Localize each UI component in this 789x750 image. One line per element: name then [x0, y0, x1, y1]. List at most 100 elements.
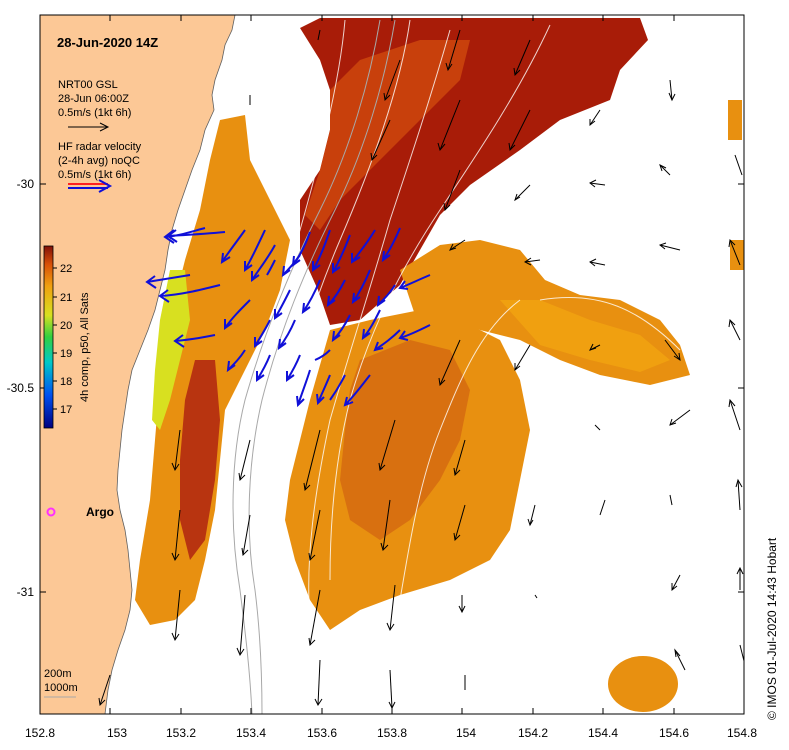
model-legend-arrowhead [99, 122, 110, 132]
model-vector [308, 509, 321, 562]
model-vector [514, 184, 531, 202]
argo-marker [46, 507, 56, 517]
model-vector [508, 109, 531, 152]
model-vector [669, 494, 673, 506]
x-tick-labels: 152.8 153 153.2 153.4 153.6 153.8 154 15… [25, 726, 757, 740]
colorbar-tick: 21 [60, 292, 72, 304]
model-streamlines [194, 19, 681, 641]
radar-vector [312, 229, 331, 272]
radar-vector [224, 299, 251, 330]
model-vector [735, 478, 743, 511]
y-tick-label: -30.5 [7, 381, 35, 395]
model-legend-line1: NRT00 GSL [58, 79, 118, 91]
radar-vector [291, 231, 311, 268]
model-vector [589, 179, 606, 188]
model-vector [589, 258, 606, 267]
model-vector [443, 169, 461, 212]
radar-vector [326, 279, 346, 308]
model-vector [453, 504, 466, 542]
depth-legend-200m: 200m [44, 668, 72, 680]
model-vector [171, 589, 181, 642]
y-tick-labels: -30 -30.5 -31 [7, 177, 35, 599]
radar-vector [301, 279, 321, 315]
radar-vector [398, 324, 431, 341]
x-tick-label: 153.2 [166, 726, 196, 740]
model-vector [514, 344, 531, 372]
model-vector [238, 439, 251, 482]
radar-vector [251, 244, 276, 282]
bathymetry-contours [232, 19, 396, 714]
model-vector [734, 154, 743, 176]
colorbar-gradient [43, 245, 54, 429]
radar-vector [343, 374, 371, 407]
radar-vector [173, 334, 216, 348]
radar-vector [361, 309, 381, 341]
radar-vector [274, 289, 291, 320]
radar-vector [331, 314, 351, 343]
model-vector [728, 398, 741, 431]
sst-central-shade [340, 340, 470, 540]
radar-vector [316, 374, 331, 406]
radar-legend-line2: (2-4h avg) noQC [58, 155, 140, 167]
radar-vector [145, 274, 191, 289]
model-vector [589, 343, 601, 351]
model-vector [674, 648, 686, 671]
sst-blob [608, 656, 678, 712]
x-tick-label: 153.8 [377, 726, 407, 740]
model-vector [303, 429, 321, 492]
radar-legend-line3: 0.5m/s (1kt 6h) [58, 169, 131, 181]
x-tick-label: 154.8 [727, 726, 757, 740]
radar-vector [351, 269, 371, 305]
model-vector [589, 109, 601, 127]
model-vector [171, 429, 181, 472]
model-vector [171, 509, 181, 562]
radar-vector [256, 354, 271, 382]
model-vector [98, 674, 111, 707]
model-vector [658, 242, 681, 251]
sst-east-lobe-2 [500, 300, 670, 372]
argo-label: Argo [86, 505, 114, 519]
radar-legend-line1: HF radar velocity [58, 141, 142, 153]
model-vector [739, 644, 744, 664]
model-vector [236, 594, 246, 657]
radar-vector [158, 284, 221, 303]
radar-vector [398, 274, 431, 290]
x-tick-label: 154 [456, 726, 476, 740]
colorbar-label: 4h comp, p50, All Sats [79, 292, 91, 402]
model-vector [527, 504, 536, 527]
model-vector [668, 79, 676, 102]
model-vector [728, 238, 741, 266]
radar-vector [286, 354, 301, 382]
model-vector [513, 39, 531, 77]
colorbar-tick: 22 [60, 263, 72, 275]
colorbar-tick: 18 [60, 376, 72, 388]
radar-vector [266, 259, 276, 276]
x-tick-label: 154.4 [588, 726, 618, 740]
model-vector [437, 99, 461, 152]
land-australia [40, 15, 235, 714]
x-tick-label: 153 [107, 726, 127, 740]
model-vector [669, 409, 691, 426]
model-vector [386, 584, 396, 632]
model-vector [524, 257, 541, 266]
depth-legend: 200m 1000m [44, 668, 78, 698]
colorbar-tick: 17 [60, 404, 72, 416]
model-vector [308, 589, 321, 647]
radar-vector [376, 284, 396, 308]
radar-vector [244, 229, 266, 272]
model-vector [671, 574, 681, 592]
sst-warm-edge [305, 40, 470, 230]
model-vectors [98, 29, 744, 710]
model-vector [453, 439, 466, 477]
model-vector [383, 59, 401, 102]
depth-legend-1000m: 1000m [44, 682, 78, 694]
model-legend: NRT00 GSL 28-Jun 06:00Z 0.5m/s (1kt 6h) [58, 79, 131, 132]
axis-ticks [39, 15, 745, 714]
model-vector [594, 424, 601, 431]
radar-vector [351, 229, 376, 264]
model-vector [241, 514, 251, 557]
radar-vector [254, 319, 271, 348]
model-vector [438, 339, 461, 387]
model-vector [449, 239, 466, 251]
